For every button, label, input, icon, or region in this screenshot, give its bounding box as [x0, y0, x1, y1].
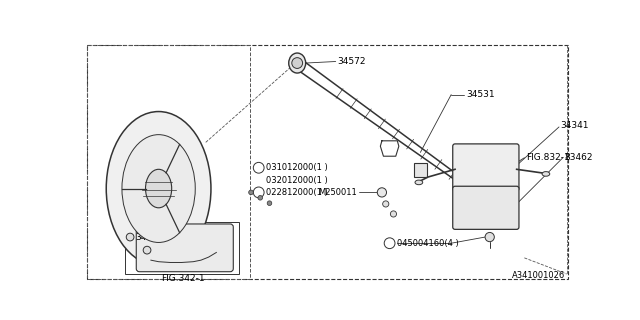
Text: 34587: 34587 — [136, 233, 164, 242]
Circle shape — [249, 190, 253, 195]
Circle shape — [253, 187, 264, 198]
Text: 022812000(1 ): 022812000(1 ) — [266, 188, 328, 197]
Bar — [414, 163, 427, 177]
Ellipse shape — [145, 169, 172, 208]
Circle shape — [485, 232, 494, 242]
Ellipse shape — [542, 172, 550, 176]
Circle shape — [253, 162, 264, 173]
Text: 34341: 34341 — [561, 121, 589, 130]
Circle shape — [143, 246, 151, 254]
Ellipse shape — [289, 53, 306, 73]
Text: A341001026: A341001026 — [512, 271, 565, 280]
Circle shape — [126, 233, 134, 241]
Ellipse shape — [106, 112, 211, 266]
Bar — [87, 44, 250, 279]
Text: 34531: 34531 — [466, 90, 495, 99]
Circle shape — [384, 238, 395, 249]
Text: N: N — [256, 189, 261, 196]
Circle shape — [390, 211, 397, 217]
Text: S: S — [387, 239, 392, 248]
Text: FIG.832-1: FIG.832-1 — [526, 153, 570, 162]
Text: 032012000(1 ): 032012000(1 ) — [266, 176, 328, 185]
Text: M250011: M250011 — [319, 188, 357, 197]
Circle shape — [267, 201, 272, 205]
Circle shape — [292, 58, 303, 68]
FancyBboxPatch shape — [452, 186, 519, 229]
Circle shape — [258, 196, 262, 200]
FancyBboxPatch shape — [136, 224, 234, 272]
FancyBboxPatch shape — [452, 144, 519, 191]
Circle shape — [383, 201, 389, 207]
Text: W: W — [255, 165, 262, 171]
Text: 83462: 83462 — [564, 153, 593, 162]
Bar — [125, 222, 239, 274]
Ellipse shape — [122, 135, 195, 243]
Text: 045004160(4 ): 045004160(4 ) — [397, 239, 458, 248]
Ellipse shape — [415, 180, 422, 185]
Text: 031012000(1 ): 031012000(1 ) — [266, 163, 328, 172]
Circle shape — [378, 188, 387, 197]
Text: 34572: 34572 — [337, 57, 365, 66]
Text: FIG.342-1: FIG.342-1 — [161, 274, 204, 283]
